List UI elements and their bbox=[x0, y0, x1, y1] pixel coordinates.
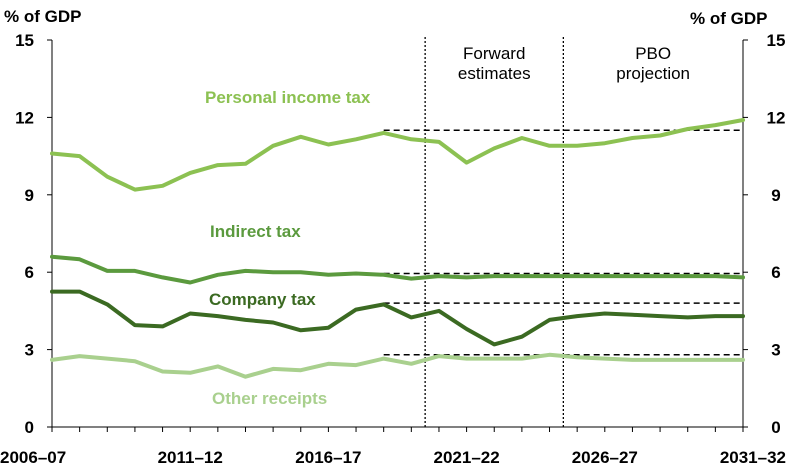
x-tick-label: 2016–17 bbox=[295, 448, 361, 467]
y-tick-label-left: 12 bbox=[15, 108, 34, 127]
y-tick-label-left: 9 bbox=[25, 186, 34, 205]
series-lines bbox=[50, 118, 745, 379]
y-tick-label-left: 0 bbox=[25, 418, 34, 437]
series-label: Indirect tax bbox=[210, 222, 301, 241]
y-tick-label-right: 9 bbox=[771, 186, 780, 205]
x-tick-label: 2031–32 bbox=[720, 448, 786, 467]
y-tick-label-right: 0 bbox=[771, 418, 780, 437]
y-axis-unit-right: % of GDP bbox=[690, 9, 767, 28]
y-tick-label-left: 15 bbox=[15, 31, 34, 50]
series-line bbox=[50, 289, 745, 347]
x-tick-label: 2021–22 bbox=[434, 448, 500, 467]
series-line bbox=[50, 254, 745, 285]
series-label: Company tax bbox=[209, 290, 316, 309]
series-label: Other receipts bbox=[212, 389, 327, 408]
period-label: PBO bbox=[635, 44, 671, 63]
y-tick-label-left: 3 bbox=[25, 341, 34, 360]
y-tick-label-right: 15 bbox=[767, 31, 786, 50]
period-label: Forward bbox=[463, 44, 525, 63]
y-tick-label-right: 12 bbox=[767, 108, 786, 127]
series-line bbox=[50, 118, 745, 192]
x-tick-label: 2011–12 bbox=[158, 448, 223, 467]
series-label: Personal income tax bbox=[205, 88, 371, 107]
period-label: estimates bbox=[458, 64, 531, 83]
series-line bbox=[50, 352, 745, 379]
x-tick-label: 2026–27 bbox=[572, 448, 638, 467]
axes: 0 0 3 3 6 6 9 9 12 12 15 15 2006–07 2011–12 2016–17 202… bbox=[0, 31, 786, 467]
y-tick-label-left: 6 bbox=[25, 263, 34, 282]
x-tick-label: 2006–07 bbox=[0, 448, 66, 467]
y-tick-label-right: 6 bbox=[771, 263, 780, 282]
y-tick-label-right: 3 bbox=[771, 341, 780, 360]
period-dividers bbox=[424, 37, 564, 427]
series-labels: Personal income tax Indirect tax Company t… bbox=[205, 88, 371, 408]
y-axis-unit-left: % of GDP bbox=[4, 7, 81, 26]
period-label: projection bbox=[616, 64, 690, 83]
